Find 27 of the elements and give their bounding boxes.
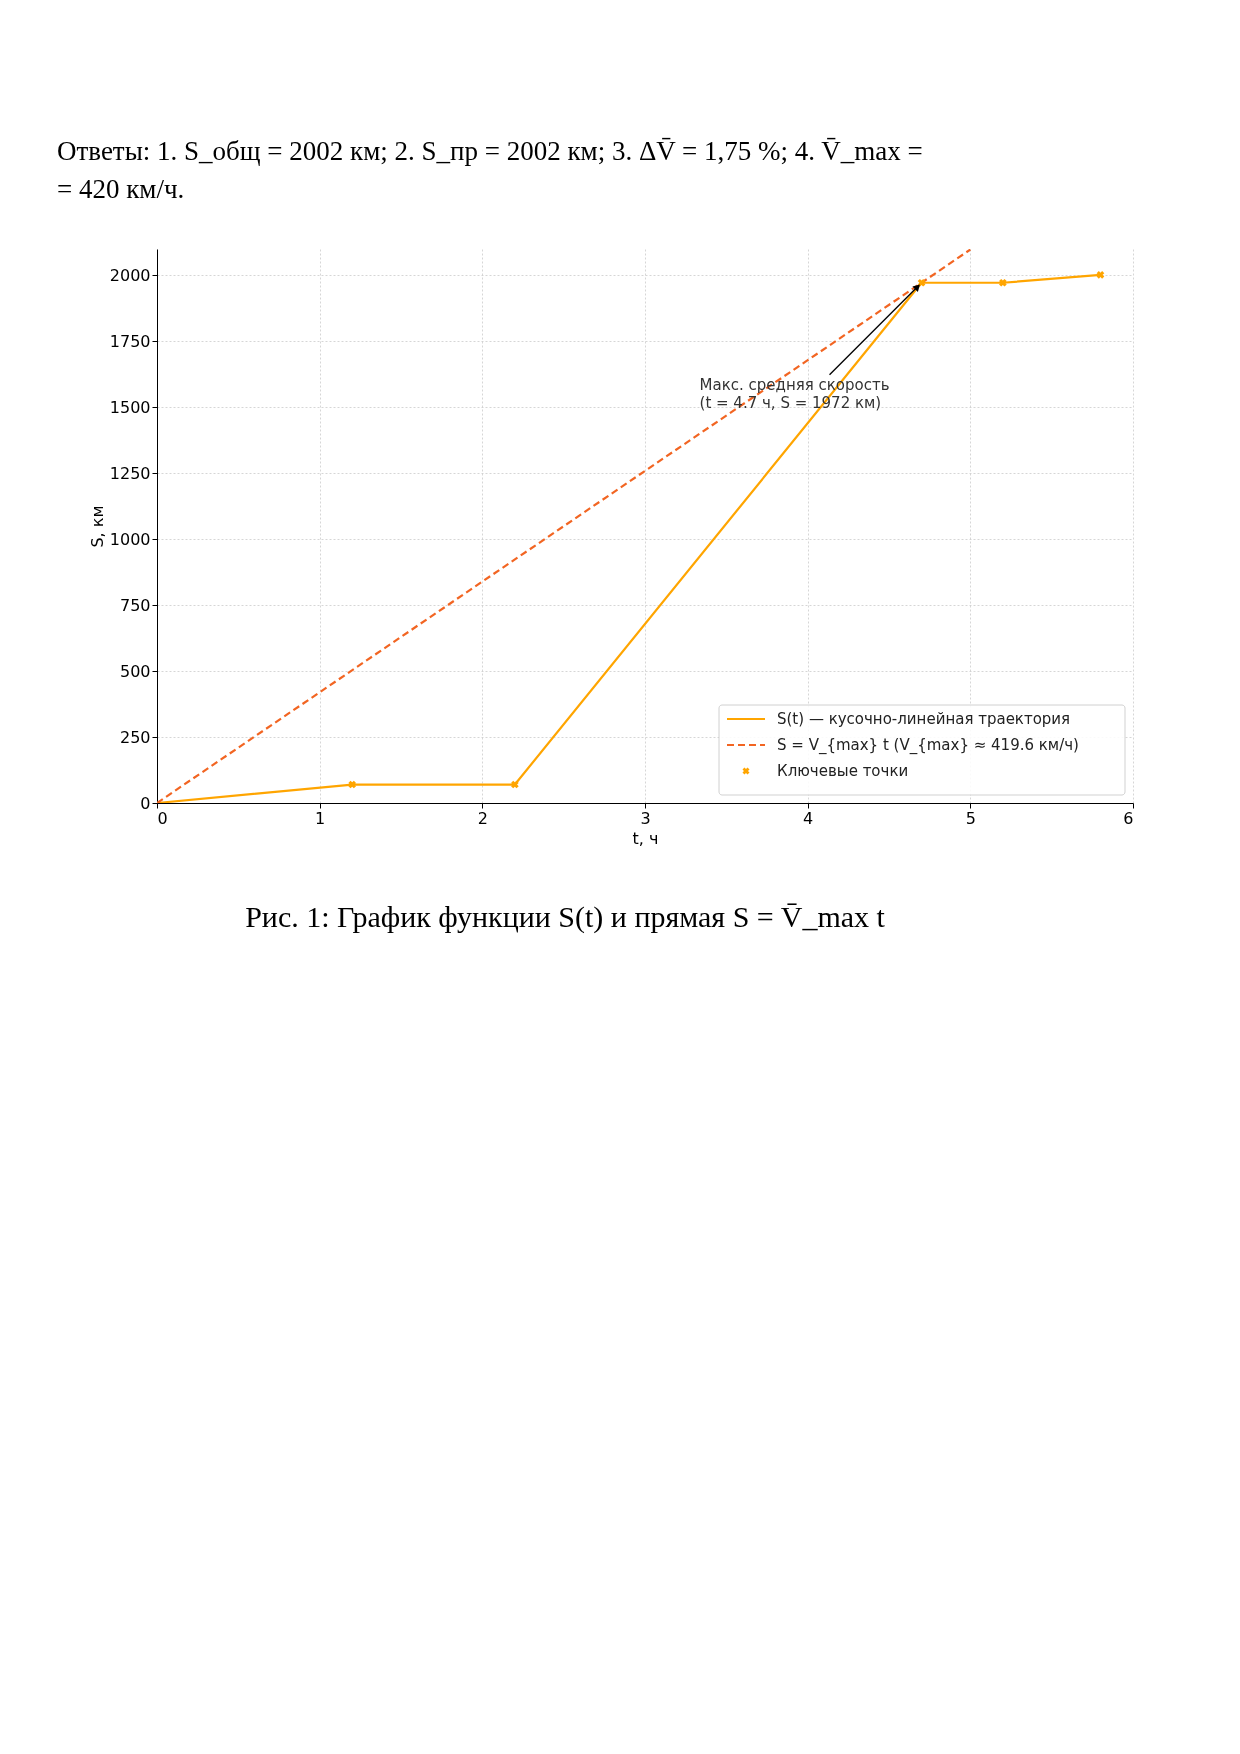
x-tick-label: 1 xyxy=(315,808,326,828)
x-tick-label: 5 xyxy=(965,808,976,828)
point xyxy=(511,780,519,789)
text: Рис. 1: График функции S(t) и прямая S = V̄_max t xyxy=(245,900,886,934)
y-tick-label: 0 xyxy=(140,793,151,813)
legend-label: S(t) — кусочно-линейная траектория xyxy=(777,710,1071,728)
y-axis-title: S, км xyxy=(87,505,107,548)
x-tick-label: 2 xyxy=(477,808,488,828)
y-tick-label: 500 xyxy=(119,661,151,681)
y-tick-label: 750 xyxy=(119,595,151,615)
y-tick-label: 1750 xyxy=(109,331,151,351)
legend-label: S = V_{max} t (V_{max} ≈ 419.6 км/ч) xyxy=(777,736,1079,755)
y-tick-label: 1500 xyxy=(109,397,151,417)
point xyxy=(1096,271,1105,279)
y-tick-label: 1000 xyxy=(109,529,151,549)
x-tick-label: 4 xyxy=(803,808,814,828)
legend-label: Ключевые точки xyxy=(777,762,909,780)
x-tick-label: 0 xyxy=(157,808,168,828)
y-tick-label: 1250 xyxy=(109,463,151,483)
chart-title: Ответы: 1. S_общ = 2002 км; 2. S_пр = 2002 км; 3. ΔV̄ = 1,75 %; 4. V̄_max = = 420 км/ч. xyxy=(57,136,923,204)
x-tick-label: 3 xyxy=(640,808,651,828)
point xyxy=(999,278,1007,287)
point xyxy=(348,780,357,789)
x-axis-title: t, ч xyxy=(632,828,659,848)
x-tick-label: 6 xyxy=(1123,808,1134,828)
y-tick-label: 2000 xyxy=(109,265,151,285)
y-tick-label: 250 xyxy=(119,727,151,747)
